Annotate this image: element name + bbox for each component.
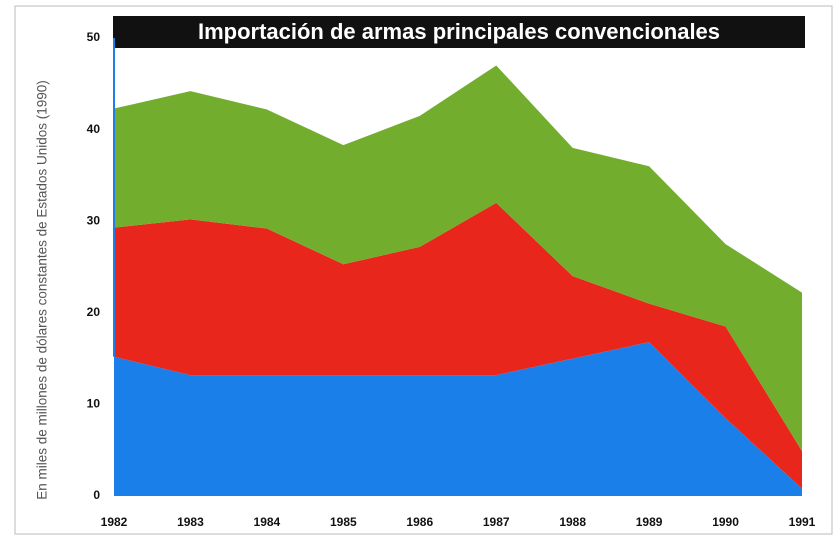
x-tick-label: 1985 — [330, 515, 357, 529]
y-tick-label: 0 — [93, 488, 100, 502]
area — [114, 65, 802, 452]
y-tick-label: 40 — [87, 122, 101, 136]
x-tick-label: 1991 — [789, 515, 816, 529]
x-tick-label: 1986 — [406, 515, 433, 529]
title-box — [113, 16, 805, 48]
x-tick-label: 1990 — [712, 515, 739, 529]
area — [114, 342, 802, 496]
y-tick-label: 20 — [87, 305, 101, 319]
x-tick-label: 1987 — [483, 515, 510, 529]
x-tick-label: 1984 — [254, 515, 281, 529]
x-tick-label: 1983 — [177, 515, 204, 529]
x-tick-label: 1988 — [559, 515, 586, 529]
y-tick-label: 50 — [87, 30, 101, 44]
y-axis-label: En miles de millones de dólares constant… — [35, 80, 50, 499]
x-tick-label: 1982 — [101, 515, 128, 529]
y-tick-label: 30 — [87, 213, 101, 227]
y-tick-label: 10 — [87, 397, 101, 411]
area — [114, 202, 802, 489]
chart-title: Importación de armas principales convenc… — [198, 19, 720, 44]
x-tick-label: 1989 — [636, 515, 663, 529]
